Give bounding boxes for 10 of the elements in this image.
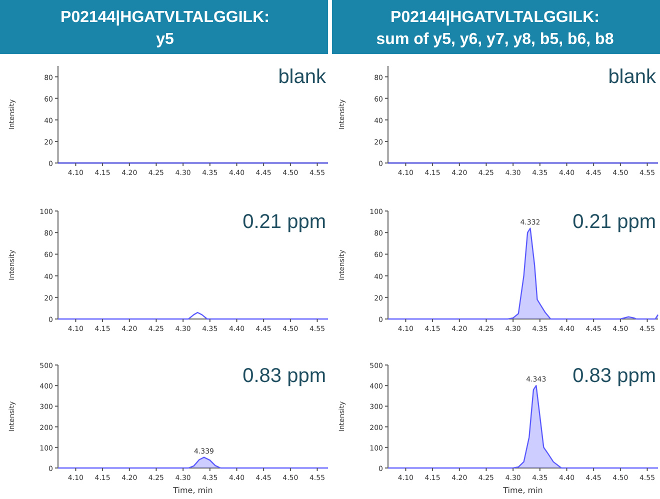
chart-title: P02144|HGATVLTALGGILK: y5 (60, 9, 270, 48)
chart-subtitle: 0.21 ppm (242, 211, 326, 233)
chart-subtitle: blank (608, 66, 657, 88)
chart-subtitle: blank (278, 66, 327, 88)
x-axis-title: Time, min (502, 486, 543, 495)
chart-subtitle: 0.21 ppm (572, 211, 656, 233)
chart-title: P02144|HGATVLTALGGILK: sum of y5, y6, y7, y8, b5, b6, b8 (376, 9, 614, 48)
chart-subtitle: 0.83 ppm (242, 365, 326, 387)
chart-subtitle: 0.83 ppm (572, 365, 656, 387)
x-axis-title: Time, min (172, 486, 213, 495)
